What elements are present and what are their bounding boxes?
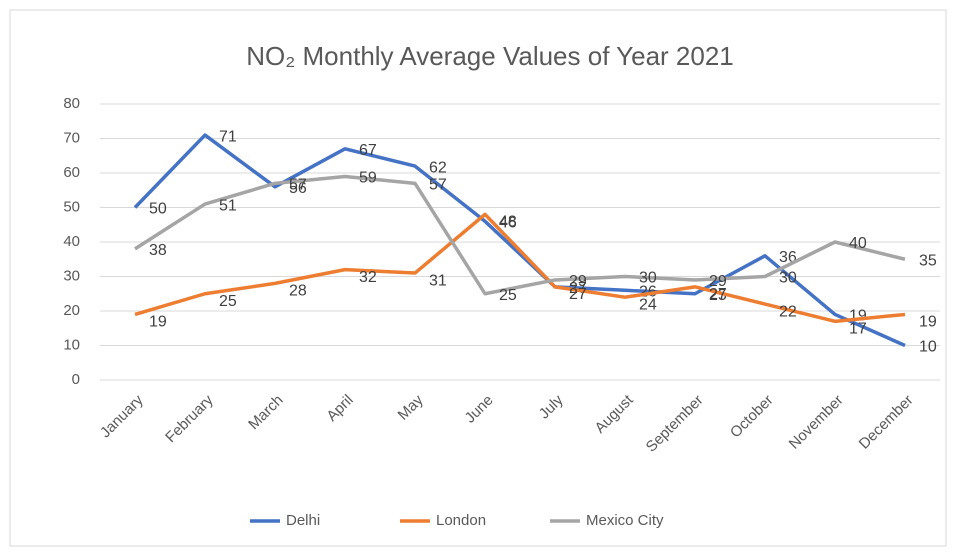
data-label: 56: [289, 180, 307, 197]
y-tick-label: 40: [63, 233, 80, 250]
chart-border: [9, 9, 947, 547]
data-label: 57: [289, 177, 307, 194]
y-tick-label: 50: [63, 198, 80, 215]
data-label: 29: [569, 273, 587, 290]
data-label: 48: [499, 214, 517, 231]
data-label: 28: [289, 283, 307, 300]
y-tick-label: 0: [72, 371, 80, 388]
y-tick-label: 80: [63, 95, 80, 112]
data-label: 59: [359, 170, 377, 187]
data-label: 26: [639, 284, 657, 301]
data-label: 17: [849, 321, 867, 338]
data-label: 57: [429, 177, 447, 194]
legend-label: Mexico City: [586, 512, 664, 529]
data-label: 27: [569, 286, 587, 303]
data-label: 10: [919, 339, 937, 356]
data-label: 31: [429, 272, 447, 289]
data-label: 62: [429, 159, 447, 176]
y-tick-label: 20: [63, 302, 80, 319]
data-label: 22: [779, 303, 797, 320]
data-label: 35: [919, 252, 937, 269]
data-label: 24: [639, 296, 657, 313]
series-line: [133, 133, 906, 348]
y-tick-label: 70: [63, 129, 80, 146]
data-label: 25: [499, 287, 517, 304]
data-label: 51: [219, 197, 237, 214]
legend-label: London: [436, 512, 486, 529]
data-label: 38: [149, 242, 167, 259]
legend-label: Delhi: [286, 512, 320, 529]
data-label: 29: [709, 273, 727, 290]
series-line: [134, 212, 906, 324]
data-label: 50: [149, 201, 167, 218]
y-tick-label: 10: [63, 336, 80, 353]
data-label: 71: [219, 128, 237, 145]
data-label: 30: [779, 270, 797, 287]
data-label: 19: [149, 314, 167, 331]
data-label: 19: [919, 314, 937, 331]
series-line: [134, 174, 906, 296]
data-label: 67: [359, 142, 377, 159]
data-label: 46: [499, 215, 517, 232]
data-label: 32: [359, 269, 377, 286]
data-label: 25: [219, 293, 237, 310]
data-label: 27: [709, 286, 727, 303]
data-label: 40: [849, 235, 867, 252]
chart-title: NO₂ Monthly Average Values of Year 2021: [246, 41, 734, 71]
y-tick-label: 30: [63, 267, 80, 284]
y-tick-label: 60: [63, 164, 80, 181]
data-label: 30: [639, 270, 657, 287]
